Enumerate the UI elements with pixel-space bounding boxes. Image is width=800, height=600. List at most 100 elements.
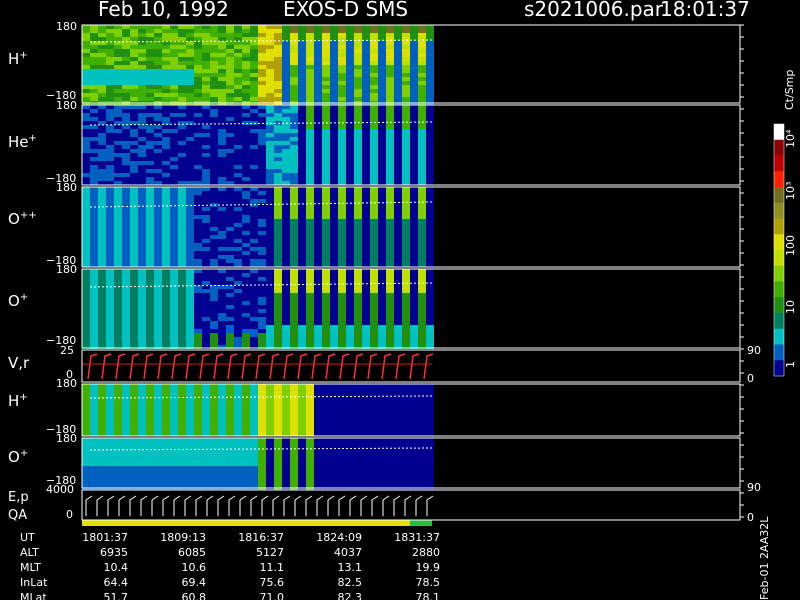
heat-cell <box>330 211 338 215</box>
heat-cell <box>154 396 162 400</box>
heat-cell <box>258 227 266 231</box>
heat-cell <box>234 65 242 69</box>
heat-cell <box>130 428 138 432</box>
heat-cell <box>322 478 330 482</box>
heat-cell <box>130 412 138 416</box>
heat-cell <box>290 309 298 313</box>
heat-cell <box>218 333 226 337</box>
heat-cell <box>170 309 178 313</box>
heat-cell <box>418 181 426 185</box>
heat-cell <box>218 29 226 33</box>
heat-cell <box>330 251 338 255</box>
heat-cell <box>378 396 386 400</box>
heat-cell <box>130 187 138 191</box>
heat-cell <box>234 392 242 396</box>
tick-o2-bottom: −180 <box>46 474 77 487</box>
heat-cell <box>370 97 378 101</box>
heat-cell <box>98 458 106 462</box>
heat-cell <box>218 396 226 400</box>
heat-cell <box>162 408 170 412</box>
heat-cell <box>378 408 386 412</box>
heat-cell <box>138 293 146 297</box>
heat-cell <box>322 149 330 153</box>
heat-cell <box>290 57 298 61</box>
heat-cell <box>90 325 98 329</box>
heat-cell <box>170 105 178 109</box>
heat-cell <box>162 29 170 33</box>
heat-cell <box>210 462 218 466</box>
heat-cell <box>274 53 282 57</box>
heat-cell <box>290 173 298 177</box>
heat-cell <box>186 161 194 165</box>
heat-cell <box>186 273 194 277</box>
heat-cell <box>346 289 354 293</box>
heat-cell <box>258 442 266 446</box>
heat-cell <box>242 137 250 141</box>
heat-cell <box>346 25 354 29</box>
heat-cell <box>298 137 306 141</box>
heat-cell <box>378 313 386 317</box>
heat-cell <box>234 89 242 93</box>
heat-cell <box>410 313 418 317</box>
heat-cell <box>290 269 298 273</box>
heat-cell <box>386 321 394 325</box>
heat-cell <box>138 269 146 273</box>
heat-cell <box>106 161 114 165</box>
ep-trace <box>393 495 401 516</box>
heat-cell <box>290 61 298 65</box>
heat-cell <box>306 49 314 53</box>
heat-cell <box>186 277 194 281</box>
heat-cell <box>146 133 154 137</box>
heat-cell <box>146 81 154 85</box>
heat-cell <box>170 412 178 416</box>
heat-cell <box>138 432 146 436</box>
heat-cell <box>402 165 410 169</box>
heat-cell <box>290 85 298 89</box>
heat-cell <box>330 462 338 466</box>
heat-cell <box>154 329 162 333</box>
heat-cell <box>330 69 338 73</box>
heat-cell <box>106 388 114 392</box>
heat-cell <box>258 400 266 404</box>
heat-cell <box>258 231 266 235</box>
heat-cell <box>370 227 378 231</box>
heat-cell <box>218 73 226 77</box>
heat-cell <box>218 33 226 37</box>
heat-cell <box>266 161 274 165</box>
heat-cell <box>410 195 418 199</box>
heat-cell <box>330 231 338 235</box>
heat-cell <box>338 277 346 281</box>
heat-cell <box>146 211 154 215</box>
heat-cell <box>178 345 186 349</box>
heat-cell <box>306 235 314 239</box>
heat-cell <box>274 89 282 93</box>
heat-cell <box>314 396 322 400</box>
heat-cell <box>330 191 338 195</box>
heat-cell <box>378 61 386 65</box>
heat-cell <box>314 416 322 420</box>
heat-cell <box>130 113 138 117</box>
heat-cell <box>186 247 194 251</box>
heat-cell <box>194 137 202 141</box>
heat-cell <box>170 388 178 392</box>
heat-cell <box>346 482 354 486</box>
heat-cell <box>82 85 90 89</box>
heat-cell <box>418 243 426 247</box>
heat-cell <box>162 157 170 161</box>
heat-cell <box>98 203 106 207</box>
heat-cell <box>410 45 418 49</box>
ephemeris-cell: 75.6 <box>259 576 285 589</box>
heat-cell <box>418 231 426 235</box>
heat-cell <box>98 97 106 101</box>
heat-cell <box>362 293 370 297</box>
heat-cell <box>370 416 378 420</box>
heat-cell <box>226 325 234 329</box>
heat-cell <box>138 277 146 281</box>
heat-cell <box>338 177 346 181</box>
heat-cell <box>146 187 154 191</box>
heat-cell <box>346 428 354 432</box>
heat-cell <box>362 243 370 247</box>
heat-cell <box>202 207 210 211</box>
heat-cell <box>402 442 410 446</box>
